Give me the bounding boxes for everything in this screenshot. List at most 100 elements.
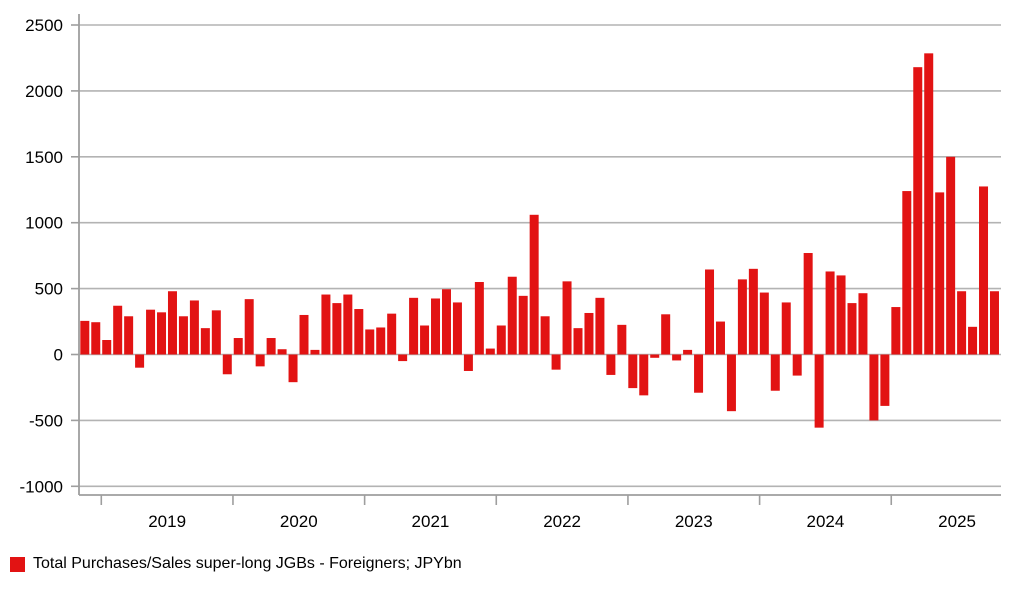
y-tick-label: -500 — [29, 411, 63, 430]
bar — [792, 354, 802, 376]
legend-label: Total Purchases/Sales super-long JGBs - … — [33, 555, 462, 572]
y-tick-label: 0 — [54, 346, 63, 365]
bar — [705, 269, 715, 355]
bar — [946, 156, 956, 355]
bar — [639, 354, 649, 396]
bar — [913, 67, 923, 355]
bar — [661, 314, 671, 355]
x-tick-label: 2023 — [675, 512, 713, 531]
bar — [562, 281, 572, 355]
x-tick-label: 2020 — [280, 512, 318, 531]
bar — [200, 328, 210, 355]
bar — [452, 302, 462, 355]
y-gridlines — [79, 24, 1001, 488]
bar — [968, 326, 978, 355]
bar — [420, 325, 430, 355]
bar — [343, 294, 353, 355]
bar — [551, 354, 561, 370]
bar — [518, 295, 528, 355]
bar — [233, 338, 243, 355]
y-tick-label: 2500 — [25, 16, 63, 35]
bar — [376, 327, 386, 355]
bar — [266, 338, 276, 355]
bar — [847, 303, 857, 355]
bar — [825, 271, 835, 355]
bar — [573, 328, 583, 355]
y-tick-marks — [71, 24, 79, 488]
bar — [244, 299, 254, 355]
bar — [441, 289, 451, 355]
bar — [683, 349, 693, 355]
y-tick-label: 1000 — [25, 214, 63, 233]
bar — [124, 316, 134, 355]
bar — [803, 253, 813, 355]
bar — [957, 291, 967, 355]
bar — [584, 312, 594, 355]
bar — [146, 309, 156, 355]
bar — [628, 354, 638, 389]
bar — [737, 279, 747, 355]
bar — [694, 354, 704, 393]
bar — [102, 340, 112, 355]
y-tick-label: -1000 — [20, 477, 63, 496]
bar — [277, 349, 287, 355]
bar — [529, 214, 539, 355]
bar — [715, 321, 725, 355]
bar — [167, 291, 177, 355]
axes — [78, 14, 1001, 496]
bar — [189, 300, 199, 355]
x-tick-label: 2022 — [543, 512, 581, 531]
x-tick-label: 2019 — [148, 512, 186, 531]
bar — [474, 282, 484, 355]
bar-series — [80, 53, 999, 428]
bar — [814, 354, 824, 428]
bar — [310, 349, 320, 355]
bar — [836, 275, 846, 355]
bar — [924, 53, 934, 355]
bar — [91, 322, 101, 355]
bar — [409, 297, 419, 355]
x-tick-label: 2024 — [807, 512, 845, 531]
bar — [606, 354, 616, 375]
bar — [617, 324, 627, 355]
bar — [431, 298, 441, 355]
bar — [989, 291, 999, 355]
bar — [781, 302, 791, 355]
bar — [255, 354, 265, 367]
x-tick-label: 2025 — [938, 512, 976, 531]
bar — [759, 292, 769, 355]
bar — [222, 354, 232, 375]
bar — [650, 354, 660, 358]
bar — [485, 348, 495, 355]
bar — [507, 276, 517, 355]
bar — [80, 320, 90, 355]
y-tick-label: 500 — [35, 280, 63, 299]
bar — [354, 309, 364, 355]
bar — [178, 316, 188, 355]
bar — [398, 354, 408, 362]
bar — [365, 329, 375, 355]
x-tick-labels: 2019 2020 2021 2022 2023 2024 2025 — [148, 512, 976, 531]
bar — [540, 316, 550, 355]
bar — [726, 354, 736, 412]
bar — [288, 354, 298, 383]
bar — [935, 192, 945, 355]
bar — [869, 354, 879, 421]
bar — [672, 354, 682, 361]
bar — [858, 293, 868, 355]
bar — [332, 303, 342, 355]
bar — [496, 325, 506, 355]
bar — [463, 354, 473, 371]
y-tick-label: 2000 — [25, 82, 63, 101]
bar — [748, 268, 758, 355]
y-tick-label: 1500 — [25, 148, 63, 167]
bar — [135, 354, 145, 368]
bar — [113, 305, 123, 355]
bar — [299, 314, 309, 355]
bar — [979, 186, 989, 355]
x-tick-label: 2021 — [412, 512, 450, 531]
bar — [211, 310, 221, 355]
y-tick-labels: 2500 2000 1500 1000 500 0 -500 -1000 — [20, 16, 63, 496]
